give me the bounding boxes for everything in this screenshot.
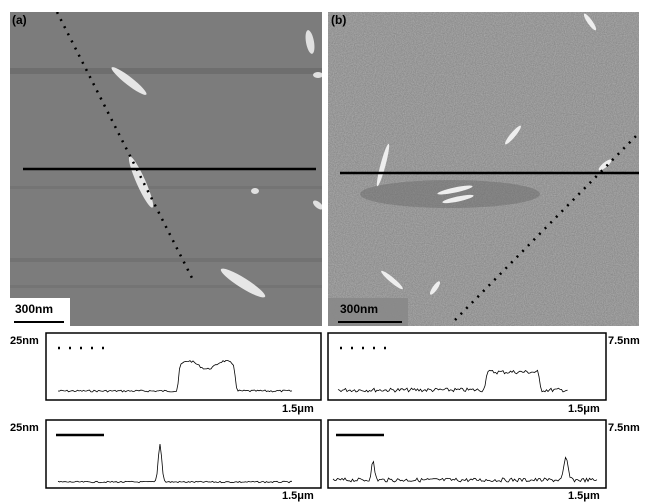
y-scale-label: 7.5nm (608, 335, 640, 347)
x-scale-label: 1.5μm (568, 490, 600, 502)
profile-trace (333, 457, 597, 482)
afm-image-a (10, 12, 325, 326)
figure: (a) 300nm (b) 300nm 25nm 7.5nm 25nm 7.5n… (0, 0, 645, 502)
profile-frame (328, 333, 606, 400)
panel-label: (a) (12, 13, 27, 27)
y-scale-label: 7.5nm (608, 422, 640, 434)
x-scale-label: 1.5μm (282, 403, 314, 415)
profile-trace (58, 444, 292, 483)
x-scale-label: 1.5μm (568, 403, 600, 415)
profile-frame (46, 420, 321, 488)
afm-image-b (328, 12, 639, 326)
y-scale-label: 25nm (10, 422, 39, 434)
x-scale-label: 1.5μm (282, 490, 314, 502)
scale-bar-label: 300nm (340, 302, 378, 316)
profile-trace (58, 360, 292, 392)
profile-trace (338, 370, 568, 392)
panel-label: (b) (331, 13, 346, 27)
page: (a) 300nm (b) 300nm 25nm 7.5nm 25nm 7.5n… (0, 0, 645, 502)
y-scale-label: 25nm (10, 335, 39, 347)
scale-bar-label: 300nm (15, 302, 53, 316)
